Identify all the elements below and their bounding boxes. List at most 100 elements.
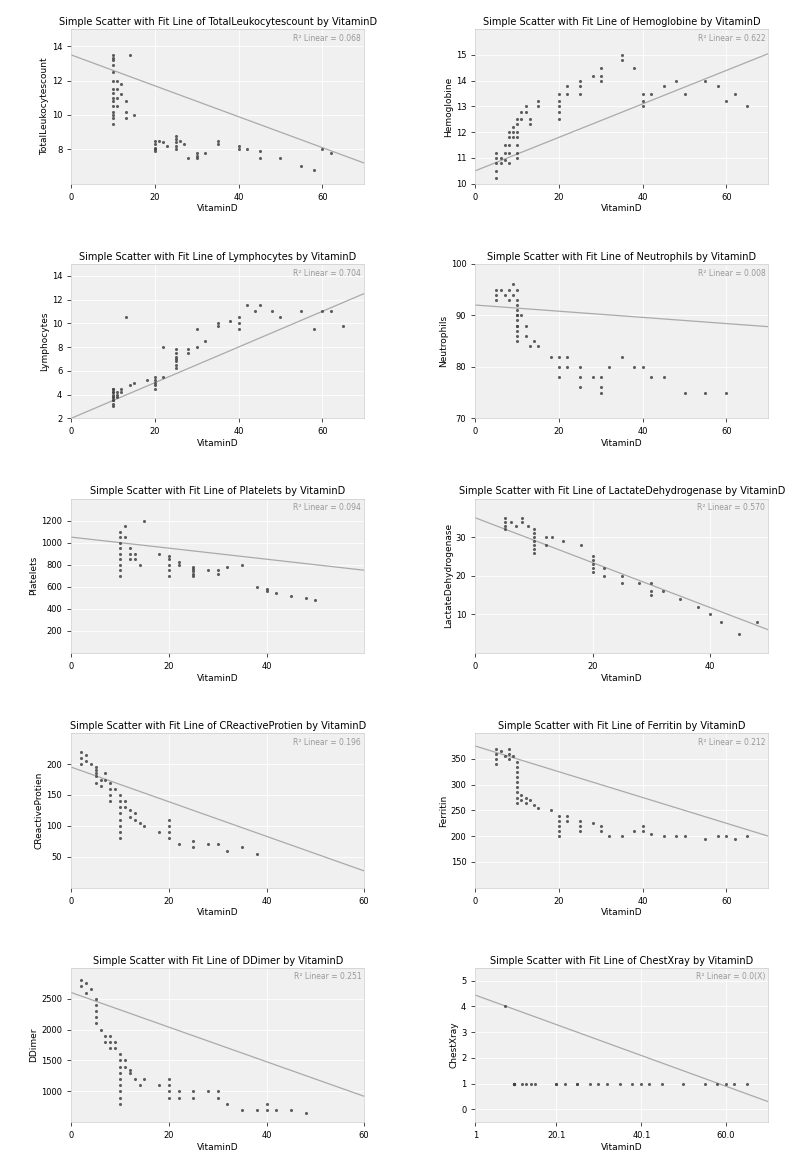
Point	[503, 749, 516, 768]
Point	[603, 358, 615, 376]
Point	[503, 745, 516, 763]
Point	[120, 102, 132, 120]
Point	[162, 816, 175, 835]
Point	[169, 130, 182, 148]
Point	[637, 84, 649, 103]
Point	[503, 144, 516, 162]
Point	[89, 1002, 102, 1021]
Point	[490, 745, 503, 763]
Point	[524, 110, 536, 129]
Point	[107, 382, 120, 401]
Point	[187, 562, 200, 581]
Point	[202, 561, 215, 580]
Point	[104, 780, 116, 798]
Point	[260, 1094, 272, 1113]
Point	[507, 1074, 520, 1093]
Point	[511, 127, 524, 146]
Point	[114, 561, 127, 580]
Point	[270, 1100, 283, 1119]
Y-axis label: Lymphocytes: Lymphocytes	[40, 311, 49, 371]
Point	[187, 838, 200, 857]
Point	[232, 137, 245, 155]
Point	[595, 368, 607, 387]
X-axis label: VitaminD: VitaminD	[601, 440, 642, 448]
Point	[670, 826, 683, 845]
Point	[515, 102, 527, 120]
Point	[573, 358, 586, 376]
Point	[157, 133, 169, 152]
Point	[107, 79, 120, 98]
Point	[511, 777, 524, 796]
Point	[221, 1094, 234, 1113]
Point	[503, 291, 516, 310]
Point	[99, 1032, 112, 1051]
Point	[149, 371, 162, 389]
Text: R² Linear = 0.068: R² Linear = 0.068	[294, 34, 361, 43]
Point	[494, 281, 507, 299]
Point	[494, 148, 507, 167]
Point	[586, 368, 599, 387]
Point	[149, 140, 162, 159]
Point	[586, 67, 599, 85]
Point	[324, 144, 337, 162]
Point	[104, 786, 116, 804]
Point	[553, 816, 565, 835]
Point	[107, 49, 120, 68]
Point	[498, 151, 511, 170]
Point	[511, 752, 524, 770]
Point	[119, 791, 131, 810]
Point	[107, 115, 120, 133]
Point	[149, 375, 162, 394]
Point	[573, 822, 586, 841]
Point	[114, 566, 127, 584]
X-axis label: VitaminD: VitaminD	[601, 205, 642, 214]
Point	[503, 123, 516, 141]
Point	[741, 1074, 753, 1093]
Point	[182, 344, 195, 362]
Point	[266, 302, 279, 320]
Point	[284, 1100, 297, 1119]
Point	[111, 79, 124, 98]
Title: Simple Scatter with Fit Line of CReactiveProtien by VitaminD: Simple Scatter with Fit Line of CReactiv…	[70, 721, 366, 731]
Point	[173, 835, 185, 853]
Point	[114, 804, 127, 823]
Point	[224, 311, 237, 330]
Point	[114, 1051, 127, 1070]
Point	[720, 826, 733, 845]
Point	[124, 801, 136, 819]
Point	[515, 306, 527, 325]
Point	[199, 332, 211, 351]
Point	[515, 786, 527, 804]
Point	[182, 340, 195, 359]
Point	[595, 822, 607, 841]
Point	[274, 148, 287, 167]
Point	[553, 811, 565, 830]
Point	[270, 584, 283, 603]
Point	[510, 517, 523, 535]
Point	[236, 838, 249, 857]
Point	[515, 790, 527, 809]
Point	[699, 1074, 711, 1093]
Point	[524, 115, 536, 133]
Point	[720, 383, 733, 402]
Point	[104, 1032, 116, 1051]
Y-axis label: Neutrophils: Neutrophils	[439, 314, 447, 367]
Point	[657, 582, 669, 601]
X-axis label: VitaminD: VitaminD	[197, 1143, 238, 1151]
Point	[169, 340, 182, 359]
Point	[241, 296, 253, 314]
Point	[173, 1088, 185, 1107]
Point	[109, 780, 121, 798]
Point	[544, 347, 557, 366]
Point	[211, 561, 224, 580]
Point	[140, 371, 153, 389]
Point	[114, 786, 127, 804]
Point	[511, 148, 524, 167]
Point	[99, 770, 112, 789]
Point	[119, 517, 131, 535]
Point	[524, 1074, 537, 1093]
Title: Simple Scatter with Fit Line of LactateDehydrogenase by VitaminD: Simple Scatter with Fit Line of LactateD…	[459, 486, 785, 497]
Point	[490, 739, 503, 758]
Point	[573, 811, 586, 830]
Point	[124, 545, 136, 563]
